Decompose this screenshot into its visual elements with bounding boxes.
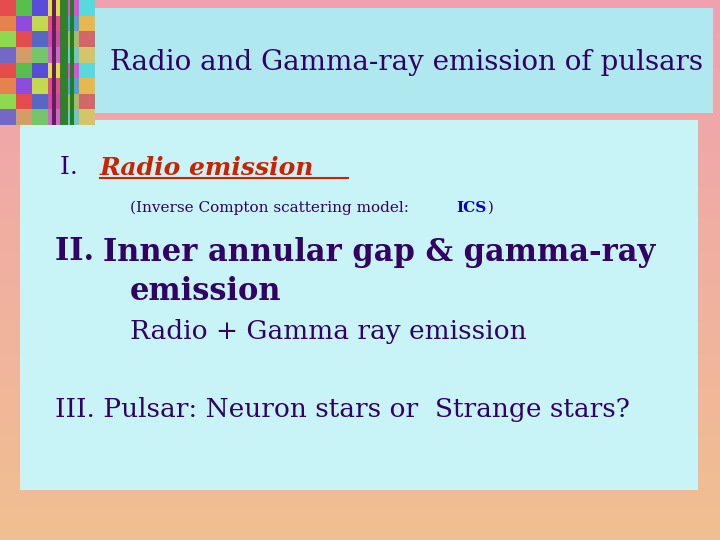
FancyBboxPatch shape <box>79 31 95 47</box>
FancyBboxPatch shape <box>79 110 95 125</box>
FancyBboxPatch shape <box>32 47 48 63</box>
FancyBboxPatch shape <box>79 94 95 110</box>
FancyBboxPatch shape <box>79 16 95 31</box>
FancyBboxPatch shape <box>63 16 79 31</box>
FancyBboxPatch shape <box>79 78 95 94</box>
FancyBboxPatch shape <box>16 78 32 94</box>
FancyBboxPatch shape <box>16 31 32 47</box>
FancyBboxPatch shape <box>48 94 63 110</box>
FancyBboxPatch shape <box>48 110 63 125</box>
FancyBboxPatch shape <box>63 78 79 94</box>
FancyBboxPatch shape <box>48 47 63 63</box>
FancyBboxPatch shape <box>48 0 63 16</box>
Text: Radio and Gamma-ray emission of pulsars: Radio and Gamma-ray emission of pulsars <box>110 49 703 76</box>
FancyBboxPatch shape <box>63 110 79 125</box>
FancyBboxPatch shape <box>0 0 16 16</box>
FancyBboxPatch shape <box>32 0 48 16</box>
FancyBboxPatch shape <box>16 94 32 110</box>
FancyBboxPatch shape <box>0 16 16 31</box>
Text: Radio + Gamma ray emission: Radio + Gamma ray emission <box>130 320 526 345</box>
FancyBboxPatch shape <box>16 16 32 31</box>
FancyBboxPatch shape <box>63 31 79 47</box>
FancyBboxPatch shape <box>0 47 16 63</box>
FancyBboxPatch shape <box>0 110 16 125</box>
FancyBboxPatch shape <box>32 31 48 47</box>
FancyBboxPatch shape <box>0 0 95 125</box>
FancyBboxPatch shape <box>32 110 48 125</box>
FancyBboxPatch shape <box>0 78 16 94</box>
FancyBboxPatch shape <box>63 0 79 16</box>
FancyBboxPatch shape <box>48 78 63 94</box>
FancyBboxPatch shape <box>52 0 56 125</box>
FancyBboxPatch shape <box>16 47 32 63</box>
FancyBboxPatch shape <box>48 31 63 47</box>
FancyBboxPatch shape <box>79 47 95 63</box>
FancyBboxPatch shape <box>63 47 79 63</box>
Text: (Inverse Compton scattering model:: (Inverse Compton scattering model: <box>130 201 414 215</box>
FancyBboxPatch shape <box>16 0 32 16</box>
Text: Inner annular gap & gamma-ray: Inner annular gap & gamma-ray <box>103 237 655 267</box>
Text: ): ) <box>483 201 494 215</box>
FancyBboxPatch shape <box>48 16 63 31</box>
FancyBboxPatch shape <box>0 31 16 47</box>
FancyBboxPatch shape <box>16 110 32 125</box>
FancyBboxPatch shape <box>0 94 16 110</box>
FancyBboxPatch shape <box>32 16 48 31</box>
FancyBboxPatch shape <box>60 0 68 125</box>
Text: I.: I. <box>60 157 86 179</box>
FancyBboxPatch shape <box>32 94 48 110</box>
FancyBboxPatch shape <box>32 63 48 78</box>
FancyBboxPatch shape <box>32 78 48 94</box>
FancyBboxPatch shape <box>20 120 698 490</box>
FancyBboxPatch shape <box>95 8 713 113</box>
Text: emission: emission <box>130 276 282 307</box>
FancyBboxPatch shape <box>63 94 79 110</box>
Text: II.: II. <box>55 237 104 267</box>
Text: ICS: ICS <box>456 201 486 215</box>
FancyBboxPatch shape <box>0 63 16 78</box>
FancyBboxPatch shape <box>48 63 63 78</box>
FancyBboxPatch shape <box>79 0 95 16</box>
Text: Radio emission: Radio emission <box>100 156 315 180</box>
Text: III. Pulsar: Neuron stars or  Strange stars?: III. Pulsar: Neuron stars or Strange sta… <box>55 397 630 422</box>
FancyBboxPatch shape <box>63 63 79 78</box>
FancyBboxPatch shape <box>79 63 95 78</box>
FancyBboxPatch shape <box>16 63 32 78</box>
FancyBboxPatch shape <box>70 0 74 125</box>
